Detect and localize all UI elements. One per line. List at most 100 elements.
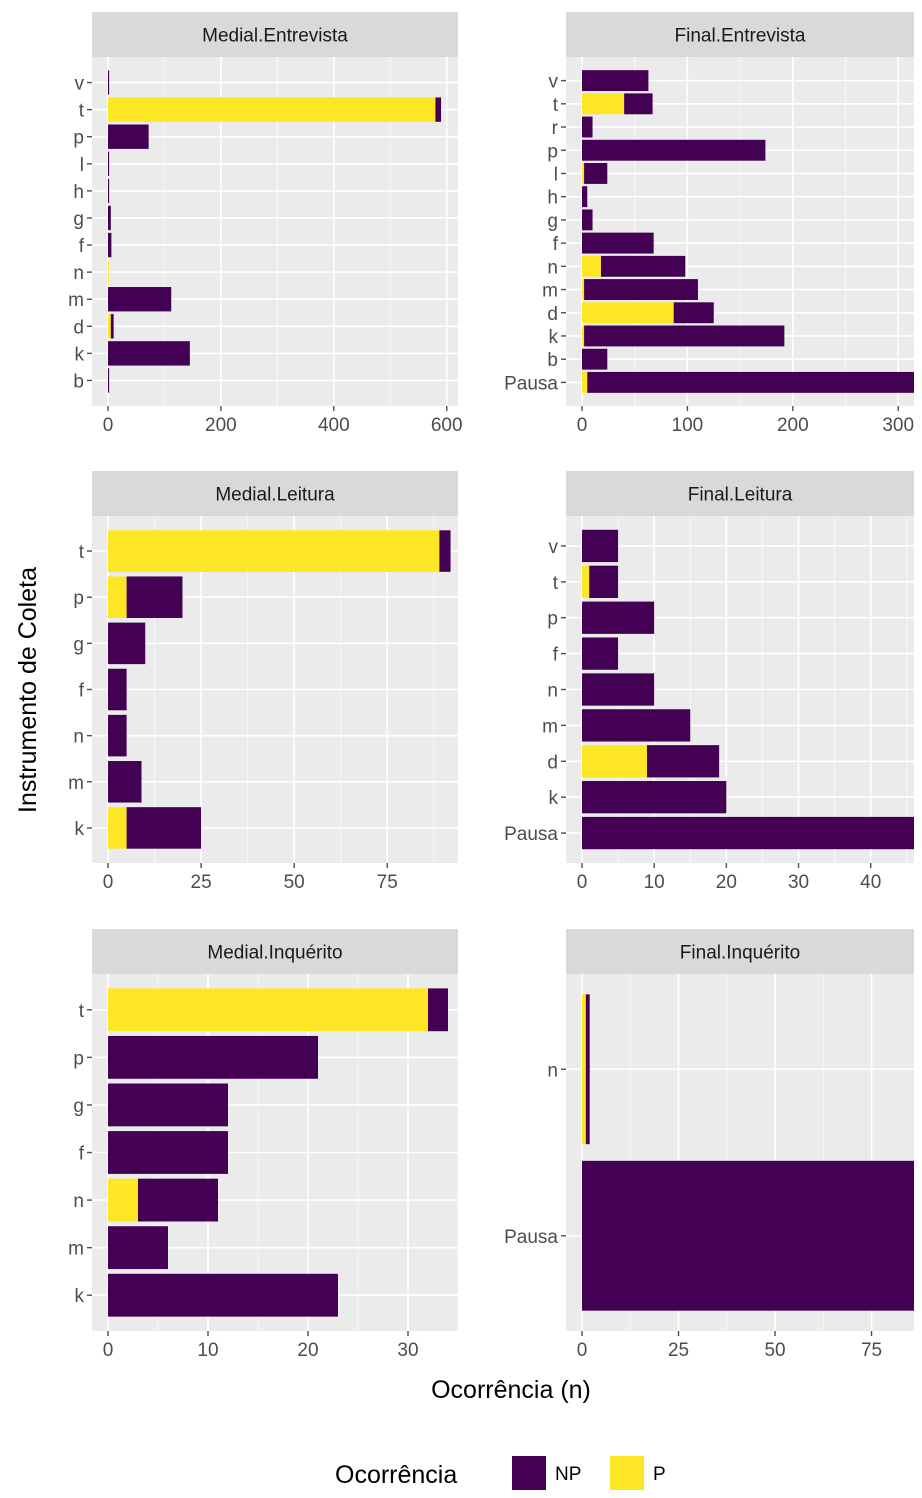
legend-label-np: NP <box>555 1464 581 1485</box>
y-tick-label: Pausa <box>504 824 558 845</box>
bar-segment-np <box>108 1083 228 1127</box>
facet-strip <box>566 12 914 57</box>
facet-panel: Final.Inquérito Pausa n 0 25 50 75 <box>504 929 914 1361</box>
y-tick-label: k <box>75 819 85 840</box>
y-tick-label: l <box>554 164 558 185</box>
y-tick-label: p <box>547 609 558 630</box>
y-tick-label: f <box>79 681 85 702</box>
y-tick-label: b <box>547 350 558 371</box>
bar-segment-np <box>582 348 608 370</box>
y-tick-label: l <box>80 155 84 176</box>
y-tick-label: p <box>73 128 84 149</box>
y-tick-label: r <box>552 118 559 139</box>
x-axis-title: Ocorrência (n) <box>431 1376 591 1404</box>
facet-strip-label: Final.Inquérito <box>680 943 800 964</box>
facet-strip <box>92 929 458 974</box>
bar-segment-p <box>582 565 590 598</box>
x-tick-label: 300 <box>882 415 914 436</box>
y-tick-label: p <box>73 588 84 609</box>
bar-segment-p <box>108 1178 138 1222</box>
bar-segment-np <box>108 368 110 393</box>
bar-segment-np <box>108 151 110 176</box>
bar-segment-np <box>584 279 698 300</box>
x-tick-label: 40 <box>860 872 881 893</box>
x-tick-label: 20 <box>716 872 737 893</box>
bar-segment-np <box>582 209 593 231</box>
y-tick-label: g <box>73 1096 84 1117</box>
bar-segment-p <box>108 807 127 849</box>
x-tick-label: 0 <box>577 415 588 436</box>
y-tick-label: t <box>79 101 85 122</box>
bar-segment-np <box>582 70 649 92</box>
x-tick-label: 10 <box>644 872 665 893</box>
x-tick-label: 75 <box>377 872 398 893</box>
bar-segment-np <box>108 1035 318 1079</box>
y-tick-label: f <box>553 234 559 255</box>
bar-segment-np <box>584 325 785 347</box>
y-tick-label: f <box>553 645 559 666</box>
bar-segment-np <box>582 186 588 208</box>
bar-segment-np <box>582 816 914 850</box>
bar-segment-np <box>108 70 110 95</box>
facet-strip-label: Final.Leitura <box>688 485 793 506</box>
bar-segment-np <box>582 637 619 670</box>
y-tick-label: v <box>549 72 559 93</box>
y-tick-label: k <box>549 788 559 809</box>
facet-panel: Medial.Leitura k m n f g p t 0 25 50 75 <box>68 471 458 893</box>
facet-strip-label: Medial.Inquérito <box>207 943 342 964</box>
y-tick-label: m <box>68 290 84 311</box>
x-tick-label: 0 <box>103 1340 114 1361</box>
bar-segment-p <box>582 163 585 184</box>
y-axis-title: Instrumento de Coleta <box>14 567 42 813</box>
bar-segment-np <box>582 673 655 706</box>
x-tick-label: 50 <box>284 872 305 893</box>
bar-segment-np <box>108 341 190 366</box>
bar-segment-np <box>108 178 110 204</box>
facet-strip-label: Final.Entrevista <box>675 26 806 47</box>
x-tick-label: 50 <box>764 1340 785 1361</box>
bar-segment-np <box>646 745 720 778</box>
x-tick-label: 25 <box>668 1340 689 1361</box>
y-tick-label: b <box>73 371 84 392</box>
y-tick-label: p <box>73 1048 84 1069</box>
y-tick-label: k <box>549 327 559 348</box>
x-tick-label: 30 <box>788 872 809 893</box>
y-tick-label: g <box>547 211 558 232</box>
x-tick-label: 200 <box>777 415 809 436</box>
y-tick-label: m <box>542 716 558 737</box>
x-tick-label: 100 <box>672 415 704 436</box>
bar-segment-np <box>126 807 202 849</box>
y-tick-label: Pausa <box>504 373 558 394</box>
bar-segment-p <box>108 576 127 618</box>
bar-segment-np <box>587 371 914 393</box>
bar-segment-p <box>108 988 428 1032</box>
bar-segment-np <box>600 255 686 277</box>
y-tick-label: f <box>79 236 85 257</box>
x-tick-label: 400 <box>318 415 350 436</box>
bar-segment-np <box>428 988 448 1032</box>
facet-panel: Medial.Inquérito k m n f g p t 0 10 20 30 <box>68 929 459 1361</box>
facet-strip-label: Medial.Leitura <box>215 485 335 506</box>
bar-segment-p <box>582 745 647 778</box>
bar-segment-np <box>108 761 142 803</box>
legend-title: Ocorrência <box>335 1461 457 1489</box>
bar-segment-np <box>582 781 727 814</box>
x-tick-label: 25 <box>191 872 212 893</box>
y-tick-label: k <box>75 1286 85 1307</box>
y-tick-label: v <box>549 537 559 558</box>
bar-segment-p <box>108 530 440 572</box>
legend: Ocorrência NP P <box>335 1456 666 1490</box>
y-tick-label: p <box>547 141 558 162</box>
bar-segment-p <box>108 97 436 122</box>
y-tick-label: g <box>73 209 84 230</box>
y-tick-label: m <box>542 281 558 302</box>
y-tick-label: h <box>73 182 84 203</box>
bar-segment-np <box>108 1131 228 1174</box>
legend-swatch-np <box>512 1456 546 1490</box>
bar-segment-np <box>108 1273 338 1317</box>
